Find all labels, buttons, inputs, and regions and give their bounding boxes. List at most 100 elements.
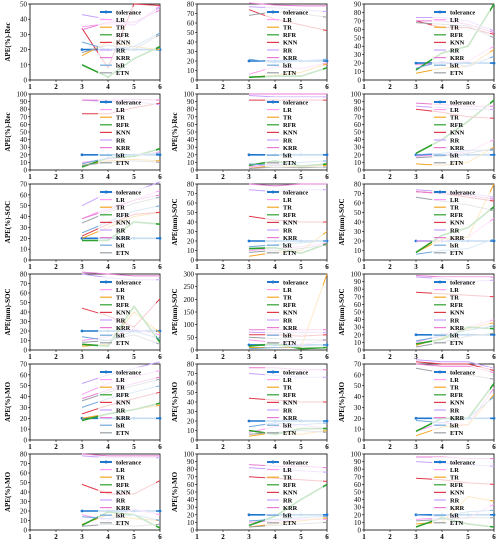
y-tick-label: 60 — [20, 290, 28, 298]
x-tick-label: 4 — [106, 173, 110, 181]
legend-label: KRR — [450, 505, 465, 512]
x-tick-label: 6 — [158, 173, 162, 181]
y-tick-label: 100 — [184, 321, 195, 329]
y-tick-label: 40 — [187, 399, 195, 407]
y-tick-label: 50 — [354, 129, 362, 137]
x-tick-label: 3 — [247, 443, 251, 451]
y-tick-label: 40 — [354, 393, 362, 401]
x-tick-label: 4 — [106, 533, 110, 541]
y-tick-label: 10 — [20, 426, 28, 434]
y-tick-label: 70 — [187, 190, 195, 198]
legend-label: tolerance — [116, 189, 141, 196]
tolerance-marker — [492, 61, 496, 65]
y-tick-label: 80 — [20, 451, 28, 459]
y-tick-label: 60 — [187, 200, 195, 208]
legend-marker — [438, 10, 442, 14]
tolerance-marker — [492, 416, 496, 420]
x-tick-label: 2 — [388, 83, 392, 91]
y-axis-label: APE(mm)-SOC — [171, 288, 179, 335]
y-tick-label: 20 — [20, 415, 28, 423]
legend-label: KNN — [116, 220, 131, 227]
x-tick-label: 2 — [54, 173, 58, 181]
legend-label: RR — [283, 407, 293, 414]
legend-label: LR — [283, 377, 292, 384]
legend-label: RFR — [450, 482, 464, 489]
x-tick-label: 1 — [28, 533, 32, 541]
y-tick-label: 90 — [187, 98, 195, 106]
legend-label: RR — [116, 227, 126, 234]
legend-label: tolerance — [450, 99, 475, 106]
y-tick-label: 10 — [20, 61, 28, 69]
legend-marker — [438, 280, 442, 284]
x-tick-label: 6 — [325, 83, 329, 91]
legend-label: KNN — [450, 220, 465, 227]
y-tick-label: 30 — [187, 504, 195, 512]
x-tick-label: 4 — [440, 443, 444, 451]
y-tick-label: 20 — [187, 151, 195, 159]
y-tick-label: 100 — [351, 271, 362, 279]
y-tick-label: 0 — [24, 167, 28, 175]
x-tick-label: 4 — [440, 263, 444, 271]
y-tick-label: 40 — [187, 496, 195, 504]
legend-label: KNN — [116, 310, 131, 317]
legend-label: KRR — [450, 415, 465, 422]
y-tick-label: 50 — [20, 1, 28, 9]
x-tick-label: 2 — [221, 83, 225, 91]
y-tick-label: 50 — [354, 489, 362, 497]
legend-label: ETN — [450, 520, 464, 527]
y-axis-label: APE(%)-Rec — [171, 112, 179, 151]
legend-label: tolerance — [283, 9, 308, 16]
legend-label: LR — [116, 197, 125, 204]
legend-label: KRR — [116, 55, 131, 62]
x-tick-label: 6 — [325, 533, 329, 541]
x-tick-label: 2 — [388, 533, 392, 541]
legend-label: KRR — [283, 325, 298, 332]
x-tick-label: 3 — [247, 533, 251, 541]
y-tick-label: 30 — [354, 404, 362, 412]
legend-label: KRR — [283, 145, 298, 152]
y-tick-label: 30 — [20, 144, 28, 152]
legend-label: LR — [116, 467, 125, 474]
y-tick-label: 80 — [354, 106, 362, 114]
y-tick-label: 90 — [354, 98, 362, 106]
legend-label: KRR — [116, 505, 131, 512]
legend-label: TR — [116, 295, 125, 302]
y-tick-label: 40 — [354, 316, 362, 324]
y-axis-label: APE(%)-SOC — [4, 201, 12, 243]
tolerance-marker — [492, 239, 496, 243]
tolerance-marker — [325, 513, 329, 517]
legend-label: tolerance — [116, 459, 141, 466]
x-tick-label: 2 — [54, 263, 58, 271]
x-tick-label: 1 — [195, 443, 199, 451]
y-tick-label: 90 — [354, 458, 362, 466]
x-tick-label: 3 — [414, 353, 418, 361]
x-tick-label: 6 — [158, 83, 162, 91]
legend-label: RFR — [450, 122, 464, 129]
y-tick-label: 70 — [20, 361, 28, 369]
x-tick-label: 6 — [158, 353, 162, 361]
y-tick-label: 20 — [354, 511, 362, 519]
legend-label: ETN — [116, 430, 130, 437]
x-tick-label: 3 — [80, 83, 84, 91]
legend-label: tolerance — [283, 189, 308, 196]
legend-label: lsR — [450, 63, 459, 70]
x-tick-label: 5 — [466, 83, 470, 91]
legend-label: LR — [116, 377, 125, 384]
legend-marker — [104, 460, 108, 464]
x-tick-label: 5 — [466, 533, 470, 541]
y-tick-label: 40 — [354, 43, 362, 51]
legend-label: LR — [116, 107, 125, 114]
y-tick-label: 40 — [354, 136, 362, 144]
x-tick-label: 3 — [414, 173, 418, 181]
x-tick-label: 1 — [195, 353, 199, 361]
y-tick-label: 60 — [20, 191, 28, 199]
y-tick-label: 50 — [20, 382, 28, 390]
legend-label: TR — [450, 385, 459, 392]
y-tick-label: 10 — [354, 247, 362, 255]
x-tick-label: 6 — [325, 173, 329, 181]
